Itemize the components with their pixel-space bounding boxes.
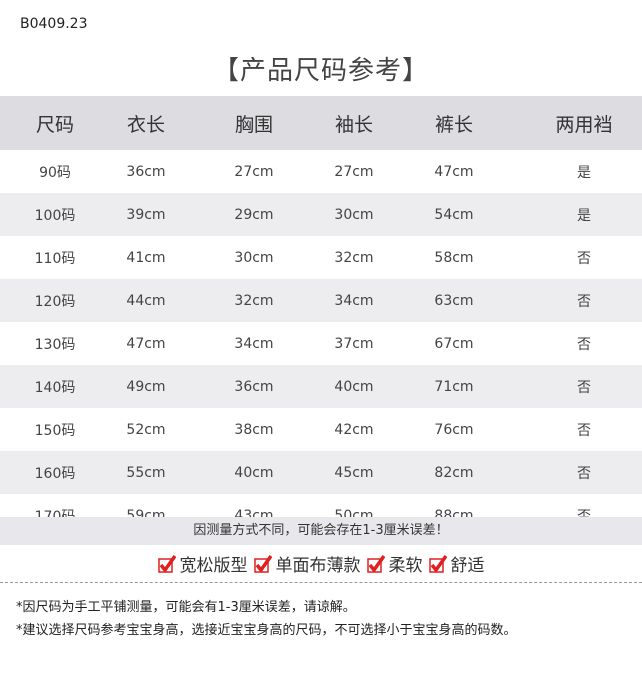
column-header: 衣长 — [110, 96, 182, 150]
column-header: 两用裆 — [526, 96, 642, 150]
feature-label: 单面布薄款 — [275, 556, 361, 576]
table-cell: 52cm — [126, 421, 166, 438]
column-header: 尺码 — [0, 96, 110, 150]
page-title: 【产品尺码参考】 — [212, 56, 429, 86]
checkmark-icon — [366, 554, 385, 573]
feature-item: 宽松版型 — [157, 551, 248, 576]
feature-label: 柔软 — [388, 556, 423, 576]
table-cell: 90码 — [39, 164, 71, 181]
table-cell: 是 — [526, 193, 642, 236]
product-code: B0409.23 — [20, 16, 88, 32]
divider — [0, 582, 642, 583]
column-header: 裤长 — [382, 96, 526, 150]
measurement-notice: 因测量方式不同，可能会存在1-3厘米误差！ — [0, 517, 642, 545]
column-header: 胸围 — [182, 96, 326, 150]
feature-list: 宽松版型 单面布薄款 柔软 舒适 — [0, 551, 642, 578]
column-header: 袖长 — [326, 96, 382, 150]
table-cell: 40cm — [182, 451, 326, 494]
table-cell: 39cm — [110, 193, 182, 236]
table-cell: 32cm — [182, 279, 326, 322]
table-cell: 47cm — [434, 163, 474, 180]
table-cell: 120码 — [0, 279, 110, 322]
table-cell: 55cm — [110, 451, 182, 494]
table-cell: 110码 — [34, 250, 76, 267]
table-row: 120码 44cm 32cm 34cm 63cm 否 — [0, 279, 642, 322]
checkmark-icon — [428, 554, 447, 573]
feature-item: 单面布薄款 — [253, 551, 361, 576]
table-cell: 63cm — [382, 279, 526, 322]
table-cell: 44cm — [110, 279, 182, 322]
table-cell: 30cm — [326, 193, 382, 236]
table-cell: 否 — [526, 279, 642, 322]
table-cell: 42cm — [334, 421, 374, 438]
table-cell: 160码 — [0, 451, 110, 494]
note: *建议选择尺码参考宝宝身高，选接近宝宝身高的尺码，不可选择小于宝宝身高的码数。 — [16, 623, 517, 638]
table-cell: 45cm — [326, 451, 382, 494]
table-cell: 否 — [577, 336, 591, 353]
table-cell: 41cm — [126, 249, 166, 266]
note: *因尺码为手工平铺测量，可能会有1-3厘米误差，请谅解。 — [16, 600, 356, 615]
table-cell: 58cm — [434, 249, 474, 266]
table-cell: 38cm — [234, 421, 274, 438]
table-row: 110码 41cm 30cm 32cm 58cm 否 — [0, 236, 642, 279]
checkmark-icon — [157, 554, 176, 573]
table-cell: 30cm — [234, 249, 274, 266]
table-cell: 49cm — [110, 365, 182, 408]
table-cell: 40cm — [326, 365, 382, 408]
table-cell: 71cm — [382, 365, 526, 408]
table-row: 150码 52cm 38cm 42cm 76cm 否 — [0, 408, 642, 451]
table-cell: 54cm — [382, 193, 526, 236]
table-cell: 82cm — [382, 451, 526, 494]
feature-label: 舒适 — [450, 556, 485, 576]
table-cell: 34cm — [234, 335, 274, 352]
table-cell: 76cm — [434, 421, 474, 438]
table-cell: 27cm — [234, 163, 274, 180]
size-table: 尺码 衣长 胸围 袖长 裤长 两用裆 90码 36cm 27cm 27cm 47cm 是 100码 39… — [0, 96, 642, 537]
table-cell: 否 — [526, 451, 642, 494]
table-cell: 47cm — [126, 335, 166, 352]
table-cell: 是 — [577, 164, 591, 181]
table-cell: 100码 — [0, 193, 110, 236]
feature-label: 宽松版型 — [179, 556, 248, 576]
table-cell: 36cm — [126, 163, 166, 180]
table-cell: 36cm — [182, 365, 326, 408]
table-row: 130码 47cm 34cm 37cm 67cm 否 — [0, 322, 642, 365]
table-cell: 140码 — [0, 365, 110, 408]
table-cell: 32cm — [334, 249, 374, 266]
table-cell: 29cm — [182, 193, 326, 236]
table-cell: 67cm — [434, 335, 474, 352]
table-row: 160码 55cm 40cm 45cm 82cm 否 — [0, 451, 642, 494]
notes: *因尺码为手工平铺测量，可能会有1-3厘米误差，请谅解。 *建议选择尺码参考宝宝… — [16, 596, 517, 642]
feature-item: 舒适 — [428, 551, 485, 576]
table-cell: 37cm — [334, 335, 374, 352]
table-cell: 否 — [526, 365, 642, 408]
table-row: 140码 49cm 36cm 40cm 71cm 否 — [0, 365, 642, 408]
table-cell: 34cm — [326, 279, 382, 322]
table-cell: 27cm — [334, 163, 374, 180]
table-cell: 150码 — [34, 422, 76, 439]
table-row: 90码 36cm 27cm 27cm 47cm 是 — [0, 150, 642, 193]
table-cell: 否 — [577, 250, 591, 267]
table-cell: 130码 — [34, 336, 76, 353]
checkmark-icon — [253, 554, 272, 573]
feature-item: 柔软 — [366, 551, 423, 576]
table-cell: 否 — [577, 422, 591, 439]
table-row: 100码 39cm 29cm 30cm 54cm 是 — [0, 193, 642, 236]
